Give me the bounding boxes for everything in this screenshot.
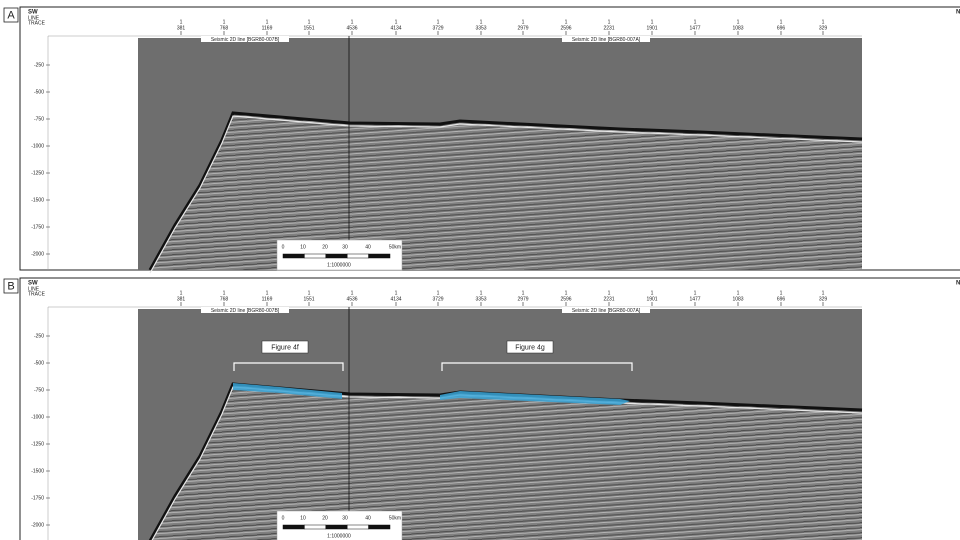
trace-number: 1477 — [689, 25, 700, 31]
trace-number: 4536 — [346, 296, 357, 302]
scale-tick: 30 — [342, 244, 348, 250]
line-name: Seismic 2D line [BGR80-007B] — [211, 308, 280, 314]
trace-number: 1169 — [262, 296, 273, 302]
trace-number: 768 — [220, 25, 229, 31]
depth-label: -1000 — [31, 143, 44, 149]
depth-label: -2000 — [31, 251, 44, 257]
depth-label: -500 — [34, 360, 44, 366]
trace-label: TRACE — [28, 20, 46, 26]
depth-label: -1000 — [31, 414, 44, 420]
trace-number: 3729 — [432, 25, 443, 31]
scale-ratio: 1:1000000 — [327, 262, 351, 268]
scale-tick: 40 — [365, 515, 371, 521]
seismic-strata — [150, 384, 862, 540]
trace-number: 381 — [177, 296, 186, 302]
depth-label: -250 — [34, 62, 44, 68]
annotation: Figure 4f — [271, 344, 299, 351]
trace-number: 768 — [220, 296, 229, 302]
scale-tick: 50km — [389, 244, 401, 250]
trace-number: 2596 — [560, 296, 571, 302]
depth-label: -250 — [34, 333, 44, 339]
line-name: Seismic 2D line [BGR80-007B] — [211, 37, 280, 43]
trace-number: 329 — [819, 25, 828, 31]
trace-number: 3353 — [475, 296, 486, 302]
scale-tick: 0 — [282, 515, 285, 521]
scale-segment — [347, 254, 368, 258]
trace-number: 329 — [819, 296, 828, 302]
scale-segment — [347, 525, 368, 529]
scale-tick: 30 — [342, 515, 348, 521]
panel-label: B — [7, 280, 14, 292]
depth-label: -1500 — [31, 197, 44, 203]
depth-label: -750 — [34, 116, 44, 122]
depth-label: -1500 — [31, 468, 44, 474]
scale-tick: 50km — [389, 515, 401, 521]
depth-label: -750 — [34, 387, 44, 393]
scale-tick: 40 — [365, 244, 371, 250]
trace-number: 1551 — [303, 25, 314, 31]
panel-label: A — [7, 9, 15, 21]
trace-number: 1477 — [689, 296, 700, 302]
scale-tick: 0 — [282, 244, 285, 250]
line-name: Seismic 2D line [BGR80-007A] — [572, 308, 641, 314]
trace-number: 2231 — [603, 296, 614, 302]
scale-segment — [326, 525, 347, 529]
depth-label: -1750 — [31, 224, 44, 230]
trace-number: 381 — [177, 25, 186, 31]
trace-number: 2231 — [603, 25, 614, 31]
figure: ASWNLINETRACE111111111111111138176811691… — [0, 0, 960, 540]
trace-number: 1083 — [732, 25, 743, 31]
direction-right: N — [956, 281, 960, 287]
scale-segment — [304, 254, 325, 258]
trace-number: 1551 — [303, 296, 314, 302]
scale-segment — [369, 254, 390, 258]
scale-segment — [326, 254, 347, 258]
trace-label: TRACE — [28, 291, 46, 297]
scale-segment — [304, 525, 325, 529]
seismic-strata — [150, 113, 862, 270]
trace-number: 4134 — [390, 296, 401, 302]
direction-right: N — [956, 10, 960, 16]
scale-tick: 10 — [300, 515, 306, 521]
depth-label: -1250 — [31, 170, 44, 176]
annotation: Figure 4g — [515, 344, 545, 351]
depth-label: -500 — [34, 89, 44, 95]
trace-number: 1169 — [262, 25, 273, 31]
trace-number: 1901 — [646, 296, 657, 302]
trace-number: 1083 — [732, 296, 743, 302]
scale-ratio: 1:1000000 — [327, 533, 351, 539]
trace-number: 696 — [777, 296, 786, 302]
trace-number: 4536 — [346, 25, 357, 31]
trace-number: 4134 — [390, 25, 401, 31]
trace-number: 3729 — [432, 296, 443, 302]
trace-number: 2979 — [517, 296, 528, 302]
trace-number: 2596 — [560, 25, 571, 31]
trace-number: 2979 — [517, 25, 528, 31]
depth-label: -2000 — [31, 522, 44, 528]
trace-number: 3353 — [475, 25, 486, 31]
scale-segment — [283, 254, 304, 258]
scale-tick: 20 — [322, 244, 328, 250]
scale-segment — [369, 525, 390, 529]
scale-segment — [283, 525, 304, 529]
depth-label: -1750 — [31, 495, 44, 501]
trace-number: 696 — [777, 25, 786, 31]
line-name: Seismic 2D line [BGR80-007A] — [572, 37, 641, 43]
scale-tick: 10 — [300, 244, 306, 250]
scale-tick: 20 — [322, 515, 328, 521]
trace-number: 1901 — [646, 25, 657, 31]
depth-label: -1250 — [31, 441, 44, 447]
